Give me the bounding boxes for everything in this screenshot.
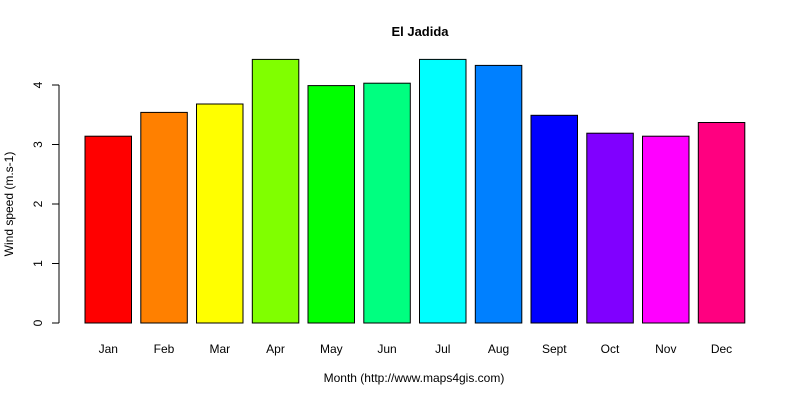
x-tick-label: Sept xyxy=(542,342,567,356)
bar-apr xyxy=(251,58,300,324)
y-tick-label: 4 xyxy=(31,81,45,88)
bar-may xyxy=(307,85,355,324)
bar-nov xyxy=(642,135,690,324)
y-tick-label: 3 xyxy=(31,141,45,148)
bar-jan xyxy=(84,135,132,324)
y-axis-title: Wind speed (m.s-1) xyxy=(2,152,16,257)
y-tick-label: 1 xyxy=(31,260,45,267)
x-tick-label: May xyxy=(320,342,343,356)
x-tick-label: Feb xyxy=(154,342,175,356)
bar-sept xyxy=(530,114,578,324)
x-axis-title: Month (http://www.maps4gis.com) xyxy=(324,371,505,385)
bar-feb xyxy=(140,111,188,324)
bar-oct xyxy=(586,132,634,324)
chart-title: El Jadida xyxy=(391,24,449,39)
x-axis-labels: Jan Feb Mar Apr May Jun Jul Aug Sept Oct Nov Dec xyxy=(99,342,733,356)
bar-jun xyxy=(363,82,411,324)
x-tick-label: Jun xyxy=(377,342,396,356)
bar-jul xyxy=(419,58,467,324)
x-tick-label: Aug xyxy=(488,342,509,356)
bars xyxy=(84,58,746,324)
x-tick-label: Oct xyxy=(601,342,620,356)
x-tick-label: Mar xyxy=(209,342,230,356)
bar-dec xyxy=(697,122,746,324)
x-tick-label: Apr xyxy=(266,342,285,356)
bar-mar xyxy=(196,103,244,324)
bar-aug xyxy=(474,64,523,324)
x-tick-label: Dec xyxy=(711,342,732,356)
x-tick-label: Jan xyxy=(99,342,118,356)
y-tick-label: 2 xyxy=(31,200,45,207)
x-tick-label: Jul xyxy=(435,342,450,356)
y-axis: 0 1 2 3 4 xyxy=(31,81,60,326)
x-tick-label: Nov xyxy=(655,342,676,356)
y-tick-label: 0 xyxy=(31,319,45,326)
